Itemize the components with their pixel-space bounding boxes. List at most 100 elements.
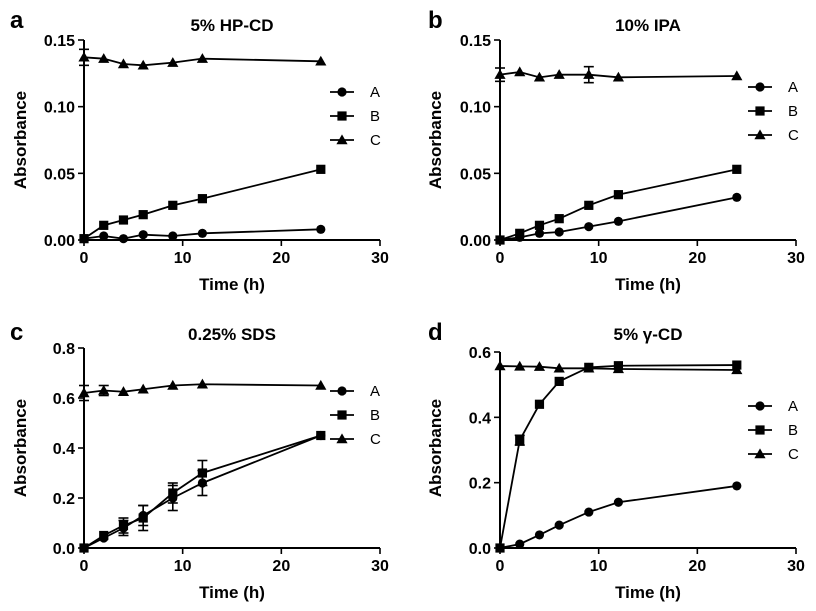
y-tick-label: 0.10: [44, 100, 75, 117]
series-b-point: [79, 543, 89, 553]
x-tick-label: 10: [174, 558, 192, 575]
x-tick-label: 0: [496, 558, 505, 575]
legend-a-marker: [755, 82, 765, 92]
legend-c-label: C: [788, 446, 799, 463]
series-a-point: [99, 231, 109, 241]
x-axis-label: Time (h): [615, 583, 681, 602]
panel-d: d 5% γ-CD Time (h) Absorbance 0 10 20 30 0.0…: [426, 319, 805, 602]
legend-b-label: B: [370, 407, 380, 424]
legend-b-label: B: [788, 103, 798, 120]
legend-c-marker: [336, 433, 348, 444]
series-b-point: [168, 200, 178, 210]
series-b-point: [495, 235, 505, 245]
series-a-point: [584, 507, 594, 517]
legend-a-label: A: [788, 79, 798, 96]
series-b-point: [732, 164, 742, 174]
legend-a-marker: [337, 87, 347, 97]
series-b-point: [99, 220, 109, 230]
x-axis-label: Time (h): [615, 275, 681, 294]
panel-c: c 0.25% SDS Time (h) Absorbance 0 10 20 30 0…: [10, 319, 389, 602]
x-tick-label: 10: [590, 558, 608, 575]
x-tick-label: 30: [371, 558, 389, 575]
legend-c-label: C: [788, 127, 799, 144]
series-b-point: [197, 194, 207, 204]
legend-c-label: C: [370, 431, 381, 448]
series-c-point: [98, 53, 110, 63]
series-c-point: [137, 383, 149, 394]
series-c-point: [612, 71, 624, 82]
y-tick-label: 0.15: [44, 33, 75, 50]
series-c-point: [533, 71, 546, 82]
legend-c-marker: [336, 134, 348, 145]
x-tick-label: 0: [496, 250, 505, 267]
series-a-point: [534, 228, 545, 238]
series-c-point: [98, 384, 110, 395]
series-c-point: [315, 55, 327, 66]
legend-b-marker: [755, 106, 765, 116]
panel-letter: a: [10, 7, 24, 34]
x-tick-label: 0: [80, 250, 89, 267]
legend-a-label: A: [370, 383, 380, 400]
series-c-point: [583, 362, 595, 373]
series-c-point: [612, 363, 624, 374]
series-b-point: [118, 215, 129, 225]
series-a-point: [584, 222, 594, 232]
series-b-point: [554, 376, 564, 386]
series-c-point: [533, 361, 546, 371]
series-c-point: [78, 387, 90, 398]
y-axis-label: Absorbance: [11, 399, 30, 497]
y-tick-label: 0.05: [44, 166, 75, 183]
x-tick-label: 20: [272, 250, 290, 267]
series-b-point: [138, 210, 148, 220]
legend-a-marker: [337, 386, 347, 396]
y-tick-label: 0.00: [44, 233, 75, 250]
series-c-point: [553, 69, 565, 79]
legend-b-marker: [755, 425, 765, 435]
series-b-point: [613, 190, 623, 200]
series-b-line: [499, 364, 737, 549]
series-b-point: [79, 234, 89, 244]
series-c-point: [494, 360, 506, 371]
series-a-point: [554, 227, 564, 237]
series-a-point: [316, 224, 326, 234]
legend-b-marker: [337, 111, 347, 121]
x-tick-label: 30: [371, 250, 389, 267]
series-b-point: [534, 399, 545, 409]
chart-title: 10% IPA: [615, 16, 681, 35]
x-tick-label: 10: [590, 250, 608, 267]
legend-c-marker: [754, 448, 766, 459]
y-tick-label: 0.0: [53, 541, 75, 558]
series-a-point: [138, 230, 148, 240]
x-tick-label: 10: [174, 250, 192, 267]
y-axis-label: Absorbance: [426, 91, 445, 189]
y-tick-label: 0.4: [53, 441, 75, 458]
series-b-point: [168, 488, 178, 498]
series-c-point: [731, 364, 743, 375]
y-tick-label: 0.0: [469, 541, 491, 558]
y-axis-label: Absorbance: [11, 91, 30, 189]
series-a-point: [197, 228, 207, 238]
series-c-point: [731, 70, 743, 81]
x-axis-label: Time (h): [199, 583, 265, 602]
y-tick-label: 0.8: [53, 341, 75, 358]
series-b-point: [99, 530, 109, 541]
series-a-point: [613, 216, 624, 226]
legend-b-label: B: [370, 108, 380, 125]
series-a-point: [118, 234, 129, 244]
legend-b-marker: [337, 410, 347, 420]
y-tick-label: 0.2: [469, 476, 491, 493]
panel-letter: b: [428, 7, 443, 34]
y-tick-label: 0.15: [460, 33, 491, 50]
series-b-point: [316, 430, 326, 441]
series-b-point: [495, 543, 505, 553]
series-c-point: [315, 379, 327, 390]
series-a-line: [499, 485, 737, 549]
legend-a-label: A: [788, 398, 798, 415]
y-tick-label: 0.00: [460, 233, 491, 250]
x-tick-label: 20: [688, 558, 706, 575]
series-c-point: [494, 69, 506, 79]
x-tick-label: 0: [80, 558, 89, 575]
series-c-point: [117, 58, 130, 69]
panel-a: a 5% HP-CD Time (h) Absorbance 0 10 20 30 0.…: [10, 7, 389, 294]
x-tick-label: 20: [272, 558, 290, 575]
